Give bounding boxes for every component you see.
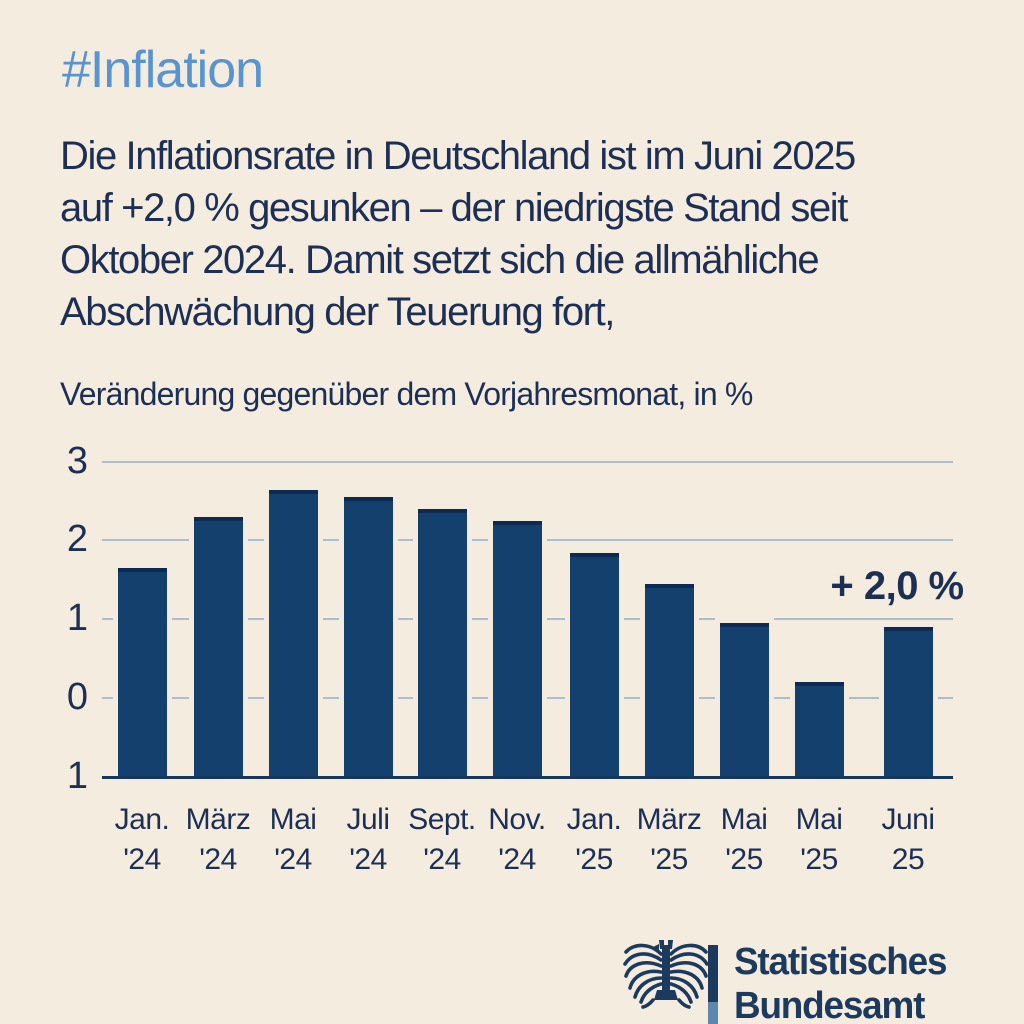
x-tick-line: Jan. (114, 803, 170, 836)
x-tick-label: Juli '24 (346, 800, 390, 880)
headline-line-3: Oktober 2024. Damit setzt sich die allmä… (60, 238, 820, 282)
bar-Juni-25 (884, 627, 933, 777)
chart-baseline (102, 776, 953, 779)
bar-Jan-25 (570, 553, 619, 777)
x-tick-line: '24 (498, 843, 536, 876)
org-name-line-2: Bundesamt (734, 985, 925, 1024)
y-tick-label: 2 (66, 518, 88, 560)
y-tick-label: 1 (66, 755, 88, 797)
bar-Mai-24 (269, 490, 318, 777)
x-tick-line: 25 (891, 843, 925, 876)
headline: Die Inflationsrate in Deutschland ist im… (60, 130, 856, 338)
x-tick-line: '24 (123, 843, 161, 876)
x-tick-line: Jan. (566, 803, 622, 836)
x-tick-label: März '24 (186, 800, 251, 880)
x-tick-line: '25 (575, 843, 613, 876)
x-tick-label: Nov. '24 (488, 800, 546, 880)
bar-Mai-25 (795, 682, 844, 777)
chart-subtitle: Veränderung gegenüber dem Vorjahresmonat… (60, 376, 753, 412)
x-tick-line: März (636, 803, 702, 836)
y-tick-label: 1 (66, 597, 88, 639)
x-tick-line: Juni (881, 803, 935, 836)
x-tick-line: '25 (725, 843, 763, 876)
x-tick-line: Mai (720, 803, 768, 836)
x-tick-label: Jan. '24 (115, 800, 170, 880)
bar-Jan-24 (118, 568, 167, 777)
last-bar-value-label: + 2,0 % (830, 564, 964, 608)
bar-Sept-24 (418, 509, 467, 777)
x-tick-line: Mai (269, 803, 317, 836)
y-tick-label: 3 (66, 440, 88, 482)
x-tick-line: Juli (346, 803, 390, 836)
headline-line-1: Die Inflationsrate in Deutschland ist im… (60, 134, 856, 178)
bar-M-rz-25 (645, 584, 694, 777)
org-name-line-1: Statistisches (734, 941, 947, 983)
x-tick-line: Nov. (488, 803, 546, 836)
bar-Juli-24 (344, 497, 393, 777)
x-tick-line: '24 (423, 843, 461, 876)
headline-line-2: auf +2,0 % gesunken – der niedrigste Sta… (60, 186, 848, 230)
x-tick-label: Juni 25 (881, 800, 935, 880)
bar-Nov-24 (493, 521, 542, 777)
org-name: Statistisches Bundesamt (734, 940, 947, 1024)
x-tick-label: Mai '25 (721, 800, 768, 880)
bar-M-rz-24 (194, 517, 243, 777)
logo-divider-bar (708, 945, 718, 1024)
x-tick-line: '24 (349, 843, 387, 876)
x-tick-line: März (185, 803, 251, 836)
bar-Mai-25 (720, 623, 769, 777)
headline-line-4: Abschwächung der Teuerung fort, (60, 290, 615, 334)
x-tick-line: '25 (650, 843, 688, 876)
x-tick-line: '25 (800, 843, 838, 876)
federal-eagle-icon (623, 940, 709, 1009)
x-tick-label: Sept. '24 (408, 800, 476, 880)
hashtag-title: #Inflation (62, 41, 264, 99)
x-tick-label: Mai '25 (796, 800, 843, 880)
x-tick-line: '24 (274, 843, 312, 876)
x-tick-label: Jan. '25 (567, 800, 622, 880)
x-tick-line: Mai (795, 803, 843, 836)
chart-gridline-3 (102, 461, 953, 463)
x-tick-line: '24 (199, 843, 237, 876)
x-tick-label: Mai '24 (270, 800, 317, 880)
y-tick-label: 0 (66, 676, 88, 718)
x-tick-label: März '25 (637, 800, 702, 880)
x-tick-line: Sept. (408, 803, 476, 836)
